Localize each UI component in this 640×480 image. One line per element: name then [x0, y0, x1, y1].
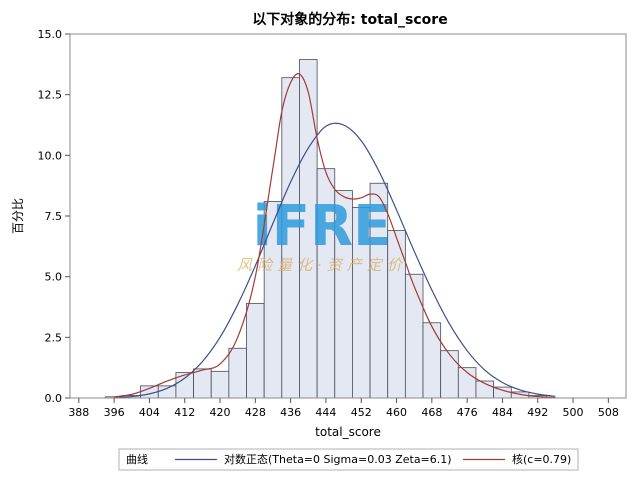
density-curves [114, 73, 556, 399]
histogram-bar-5 [193, 368, 212, 399]
chart-title: 以下对象的分布: total_score [252, 11, 447, 28]
x-tick-label-14: 500 [563, 406, 584, 419]
lognormal-curve [114, 122, 556, 399]
histogram-bar-17 [404, 273, 424, 399]
x-tick-label-3: 412 [174, 406, 195, 419]
x-tick-label-7: 444 [315, 406, 336, 419]
x-tick-label-9: 460 [386, 406, 407, 419]
watermark-logo-text: iFRE [253, 194, 392, 259]
x-tick-label-13: 492 [527, 406, 548, 419]
histogram-bar-19 [440, 350, 459, 399]
legend-item-kernel: 核(c=0.79) [512, 452, 571, 466]
legend-box [118, 448, 579, 471]
x-tick-label-11: 476 [457, 406, 478, 419]
y-tick-label-3: 7.5 [45, 210, 63, 223]
x-tick-label-2: 404 [139, 406, 160, 419]
x-tick-label-15: 508 [598, 406, 619, 419]
y-axis-label: 百分比 [11, 198, 25, 234]
histogram-bar-8 [246, 302, 265, 399]
histogram-bars [104, 59, 547, 399]
y-tick-label-2: 5.0 [45, 271, 63, 284]
histogram-bar-7 [228, 347, 247, 399]
y-tick-label-0: 0.0 [45, 392, 63, 405]
x-axis: 388 396 404 412 420 428 436 444 452 460 468 476 484 4… [68, 398, 619, 419]
watermark-subtitle: 风险量化·资产定价 [237, 256, 407, 274]
y-tick-label-4: 10.0 [38, 149, 63, 162]
y-tick-label-5: 12.5 [38, 89, 63, 102]
x-tick-label-5: 428 [245, 406, 266, 419]
legend-title: 曲线 [126, 452, 148, 466]
x-tick-label-8: 452 [351, 406, 372, 419]
y-axis: 0.0 2.5 5.0 7.5 10.0 12.5 15.0 [38, 28, 70, 405]
x-tick-label-12: 484 [492, 406, 513, 419]
histogram-bar-18 [422, 322, 442, 399]
histogram-bar-6 [210, 370, 230, 399]
watermark: iFRE 风险量化·资产定价 [237, 194, 407, 274]
x-tick-label-1: 396 [104, 406, 125, 419]
y-tick-label-1: 2.5 [45, 331, 63, 344]
legend: 曲线 对数正态(Theta=0 Sigma=0.03 Zeta=6.1) 核(c… [118, 448, 579, 471]
x-tick-label-6: 436 [280, 406, 301, 419]
kernel-curve [114, 73, 556, 399]
y-tick-label-6: 15.0 [38, 28, 63, 41]
x-tick-label-4: 420 [210, 406, 231, 419]
legend-item-lognormal: 对数正态(Theta=0 Sigma=0.03 Zeta=6.1) [224, 452, 452, 466]
x-axis-label: total_score [315, 425, 381, 439]
x-tick-label-0: 388 [68, 406, 89, 419]
x-tick-label-10: 468 [421, 406, 442, 419]
